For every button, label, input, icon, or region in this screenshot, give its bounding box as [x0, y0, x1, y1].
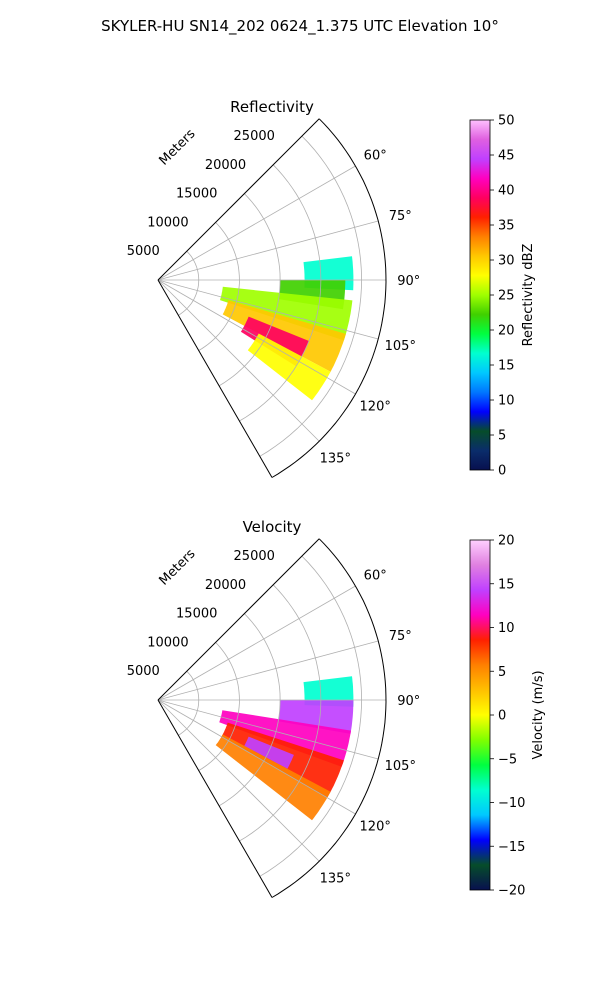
- reflectivity-echo-layer: [220, 256, 354, 401]
- azimuth-spoke: [157, 165, 356, 281]
- sector-edge-end: [157, 699, 273, 898]
- echo-region: [247, 333, 331, 401]
- azimuth-spoke: [157, 220, 379, 281]
- radial-tick-label: 5000: [127, 244, 160, 259]
- reflectivity-grid: 5000 10000 15000 20000 25000 60° 75° 90° 105° 120…: [127, 118, 420, 478]
- velocity-radial-label: Meters: [157, 546, 199, 588]
- azimuth-tick-label: 90°: [397, 694, 420, 709]
- colorbar-tick-label: 35: [498, 219, 515, 234]
- azimuth-spoke: [157, 279, 379, 340]
- range-ring: [239, 584, 322, 842]
- radial-tick-label: 20000: [205, 578, 246, 593]
- radial-tick-label: 5000: [127, 664, 160, 679]
- azimuth-tick-label: 60°: [364, 569, 387, 584]
- reflectivity-title: Reflectivity: [230, 98, 314, 116]
- range-ring: [218, 193, 281, 387]
- radial-tick-label: 15000: [176, 607, 217, 622]
- azimuth-spoke: [157, 699, 320, 862]
- range-ring: [259, 555, 363, 877]
- colorbar-tick-label: 20: [498, 324, 515, 339]
- azimuth-spoke: [157, 585, 356, 701]
- azimuth-tick-label: 120°: [360, 819, 391, 834]
- echo-region: [215, 734, 331, 821]
- colorbar-tick-label: 5: [498, 429, 506, 444]
- velocity-title: Velocity: [243, 518, 302, 536]
- azimuth-spoke: [157, 640, 379, 701]
- azimuth-tick-label: 120°: [360, 399, 391, 414]
- colorbar-gradient: [469, 119, 491, 471]
- colorbar-tick-label: −20: [498, 884, 525, 899]
- colorbar-tick-label: 10: [498, 621, 515, 636]
- sector-outer-arc: [271, 118, 387, 478]
- range-ring: [259, 135, 363, 457]
- sector-edge-start: [157, 118, 320, 281]
- colorbar-tick-label: 40: [498, 184, 515, 199]
- colorbar-tick-label: 15: [498, 359, 515, 374]
- azimuth-tick-label: 75°: [389, 629, 412, 644]
- azimuth-tick-label: 135°: [320, 451, 351, 466]
- velocity-grid: 5000 10000 15000 20000 25000 60° 75° 90° 105° 120…: [127, 538, 420, 898]
- colorbar-tick-label: −5: [498, 752, 517, 767]
- azimuth-tick-label: 105°: [385, 339, 416, 354]
- colorbar-tick-label: −10: [498, 796, 525, 811]
- range-ring: [239, 164, 322, 422]
- colorbar-tick-label: 50: [498, 114, 515, 129]
- velocity-echo-layer: [215, 676, 354, 821]
- azimuth-tick-label: 75°: [389, 209, 412, 224]
- sector-outer-arc: [271, 538, 387, 898]
- reflectivity-panel: Reflectivity 5000 10000 15000 20000 25000 60°…: [127, 98, 536, 479]
- echo-region: [278, 700, 354, 734]
- reflectivity-colorbar-label: Reflectivity dBZ: [521, 244, 536, 347]
- velocity-panel: Velocity 5000 10000 15000 20000 25000 60° 75° 9…: [127, 518, 546, 899]
- azimuth-tick-label: 135°: [320, 871, 351, 886]
- range-ring: [198, 642, 240, 771]
- colorbar-tick-label: 10: [498, 394, 515, 409]
- sector-edge-start: [157, 538, 320, 701]
- radial-tick-label: 25000: [234, 129, 275, 144]
- velocity-colorbar-label: Velocity (m/s): [531, 670, 546, 759]
- azimuth-tick-label: 60°: [364, 149, 387, 164]
- azimuth-spoke: [157, 699, 379, 760]
- colorbar-gradient: [469, 539, 491, 891]
- figure-suptitle: SKYLER-HU SN14_202 0624_1.375 UTC Elevat…: [101, 17, 499, 36]
- range-ring: [178, 670, 200, 736]
- colorbar-tick-label: 0: [498, 709, 506, 724]
- colorbar-tick-label: −15: [498, 840, 525, 855]
- colorbar-tick-label: 15: [498, 577, 515, 592]
- reflectivity-colorbar: 0 5 10 15 20 25 30 35 40 45 50: [469, 114, 515, 479]
- azimuth-tick-label: 105°: [385, 759, 416, 774]
- colorbar-tick-label: 0: [498, 464, 506, 479]
- range-ring: [198, 222, 240, 351]
- velocity-colorbar: −20 −15 −10 −5 0 5 10 15 20: [469, 534, 525, 899]
- colorbar-tick-label: 30: [498, 254, 515, 269]
- radial-tick-label: 10000: [147, 635, 188, 650]
- colorbar-tick-label: 25: [498, 289, 515, 304]
- azimuth-spoke: [157, 279, 320, 442]
- colorbar-tick-label: 5: [498, 665, 506, 680]
- radial-tick-label: 10000: [147, 215, 188, 230]
- radial-tick-label: 15000: [176, 187, 217, 202]
- azimuth-tick-label: 90°: [397, 274, 420, 289]
- reflectivity-radial-label: Meters: [157, 126, 199, 168]
- range-ring: [218, 613, 281, 807]
- echo-region: [303, 676, 354, 707]
- radial-tick-label: 25000: [234, 549, 275, 564]
- sector-edge-end: [157, 279, 273, 478]
- range-ring: [178, 250, 200, 316]
- azimuth-spoke: [157, 279, 356, 395]
- azimuth-spoke: [157, 699, 356, 815]
- echo-region: [244, 736, 294, 769]
- colorbar-tick-label: 20: [498, 534, 515, 549]
- radial-tick-label: 20000: [205, 158, 246, 173]
- colorbar-tick-label: 45: [498, 149, 515, 164]
